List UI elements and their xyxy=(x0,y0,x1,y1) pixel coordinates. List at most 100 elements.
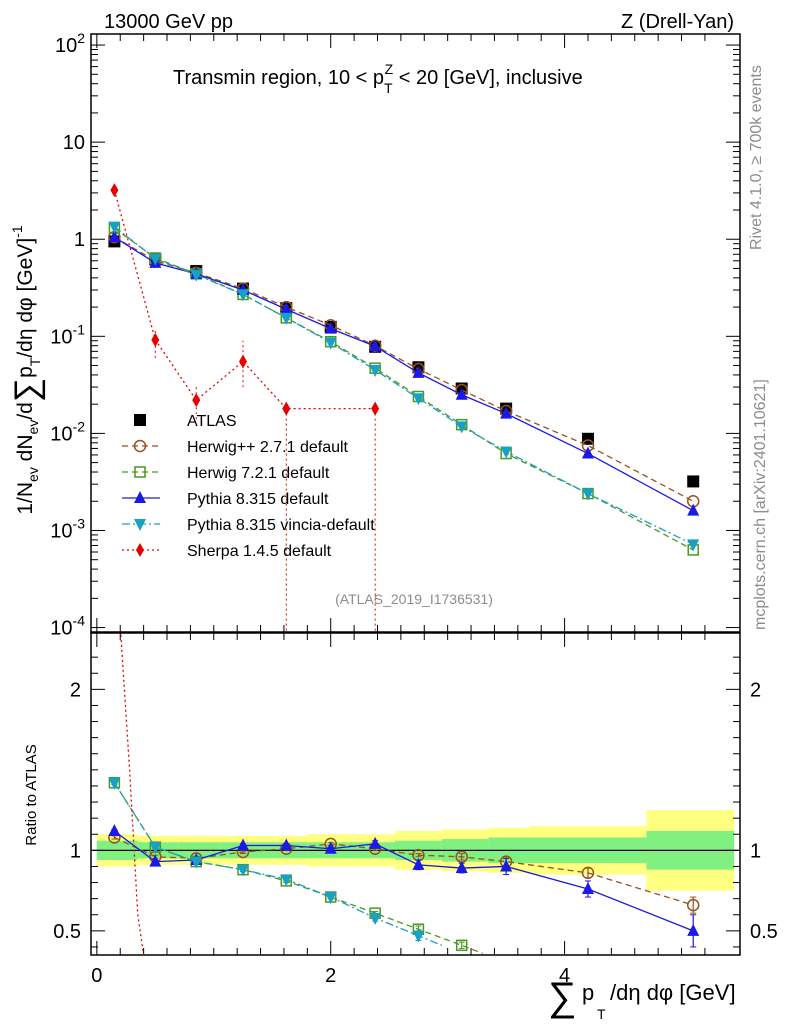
main-ytick-label: 10-4 xyxy=(50,613,85,640)
ratio-xtick-label: 2 xyxy=(325,965,336,987)
ratio-panel-frame xyxy=(90,632,741,956)
ratio-series-pythia-8-315-default xyxy=(108,824,700,948)
ratio-point xyxy=(455,861,468,874)
data-point xyxy=(581,488,594,501)
ratio-ylabel: Ratio to ATLAS xyxy=(23,744,40,845)
legend-marker xyxy=(133,439,147,453)
ratio-point xyxy=(686,898,700,912)
legend-entry: Herwig++ 2.7.1 default xyxy=(122,439,349,456)
main-ytick-label: 1 xyxy=(74,229,85,251)
series-pythia-8-315-default xyxy=(108,230,700,516)
watermark-rivet: Rivet 4.1.0, ≥ 700k events xyxy=(748,65,765,250)
data-point xyxy=(412,393,425,406)
ratio-series xyxy=(108,633,700,955)
data-point xyxy=(280,312,293,325)
main-ytick-label: 10-3 xyxy=(50,515,85,542)
ratio-point xyxy=(108,777,121,790)
svg-text:T: T xyxy=(597,1006,606,1022)
ratio-point xyxy=(412,857,425,870)
title-part-2: < 20 [GeV], inclusive xyxy=(393,67,583,89)
ratio-point xyxy=(149,842,162,855)
legend: ATLAS Herwig++ 2.7.1 default Herwig 7.2.1 … xyxy=(122,413,375,560)
ratio-point xyxy=(237,838,250,851)
title-sup-Z: Z xyxy=(385,61,394,77)
title-p: p xyxy=(373,67,384,89)
series-line xyxy=(114,236,694,512)
legend-marker xyxy=(134,491,146,503)
legend-marker xyxy=(136,543,144,557)
ratio-point xyxy=(149,854,162,867)
header-right: Z (Drell-Yan) xyxy=(621,11,734,33)
ratio-point xyxy=(190,856,203,869)
main-ytick-label: 10-1 xyxy=(50,321,85,348)
ratio-point xyxy=(455,939,468,952)
svg-text:1/Nev dNev/d∑pT/dη dφ [GeV]-1: 1/Nev dNev/d∑pT/dη dφ [GeV]-1 xyxy=(8,225,46,515)
x-axis-label: ∑ p T /dη dφ [GeV] xyxy=(548,975,736,1022)
ratio-ytick-label-right: 0.5 xyxy=(750,921,778,943)
ratio-ytick-label: 2 xyxy=(70,679,81,701)
data-point xyxy=(581,446,594,459)
legend-label: Pythia 8.315 default xyxy=(187,491,329,508)
ratio-series-sherpa-1-4-5-default xyxy=(120,633,145,955)
legend-label: Pythia 8.315 vincia-default xyxy=(187,517,375,534)
data-point xyxy=(237,289,250,302)
data-point xyxy=(455,421,468,434)
legend-marker xyxy=(134,466,146,478)
svg-text:∑: ∑ xyxy=(548,975,577,1019)
ratio-point xyxy=(280,874,293,887)
legend-marker xyxy=(134,414,146,426)
main-ytick-label: 10-2 xyxy=(50,418,85,445)
sherpa-errors xyxy=(154,328,376,632)
ratio-xtick-label: 0 xyxy=(91,965,102,987)
data-point xyxy=(412,365,425,378)
series-pythia-8-315-vincia-default xyxy=(108,221,700,552)
data-point xyxy=(455,387,468,400)
ratio-series-line xyxy=(113,830,694,932)
legend-marker xyxy=(134,519,146,531)
analysis-id: (ATLAS_2019_I1736531) xyxy=(335,591,493,607)
ratio-ytick-label: 0.5 xyxy=(53,921,81,943)
title-part-1: Transmin region, 10 < xyxy=(173,67,373,89)
ratio-point xyxy=(412,930,425,943)
ratio-ytick-label-right: 2 xyxy=(750,679,761,701)
series-line xyxy=(113,226,694,545)
data-point xyxy=(108,230,121,243)
svg-text:/dη dφ [GeV]: /dη dφ [GeV] xyxy=(610,980,736,1005)
series-line xyxy=(114,227,694,551)
legend-entry: ATLAS xyxy=(134,413,237,430)
header-left: 13000 GeV pp xyxy=(104,11,233,33)
title-sub-T: T xyxy=(384,80,393,96)
main-panel-frame xyxy=(90,33,741,633)
data-point xyxy=(192,393,201,408)
main-ylabel: 1/Nev dNev/d∑pT/dη dφ [GeV]-1 xyxy=(8,225,46,515)
ratio-point xyxy=(581,866,595,880)
main-ytick-label: 102 xyxy=(55,30,85,57)
legend-entry: Pythia 8.315 vincia-default xyxy=(122,517,375,534)
data-point xyxy=(324,321,337,334)
legend-entry: Pythia 8.315 default xyxy=(122,491,329,508)
data-point xyxy=(369,364,382,377)
data-point xyxy=(190,269,203,282)
legend-label: ATLAS xyxy=(187,413,237,430)
ratio-point xyxy=(369,912,382,925)
ratio-series-line xyxy=(113,782,483,954)
data-point xyxy=(687,475,700,488)
ratio-point xyxy=(280,838,293,851)
data-point xyxy=(687,503,700,516)
data-point xyxy=(280,302,293,315)
data-point xyxy=(500,406,513,419)
svg-text:p: p xyxy=(582,980,594,1005)
main-title: Transmin region, 10 < pTZ < 20 [GeV], in… xyxy=(173,61,583,96)
data-point xyxy=(151,332,160,347)
ratio-ytick-label: 1 xyxy=(70,840,81,862)
legend-label: Herwig 7.2.1 default xyxy=(187,465,330,482)
ratio-xtick-label: 4 xyxy=(559,965,570,987)
legend-label: Sherpa 1.4.5 default xyxy=(187,543,332,560)
series-line xyxy=(114,236,694,502)
data-point xyxy=(687,539,700,552)
ratio-point xyxy=(324,892,337,905)
ratio-point xyxy=(369,836,382,849)
ratio-point xyxy=(237,864,250,877)
data-point xyxy=(108,221,121,234)
